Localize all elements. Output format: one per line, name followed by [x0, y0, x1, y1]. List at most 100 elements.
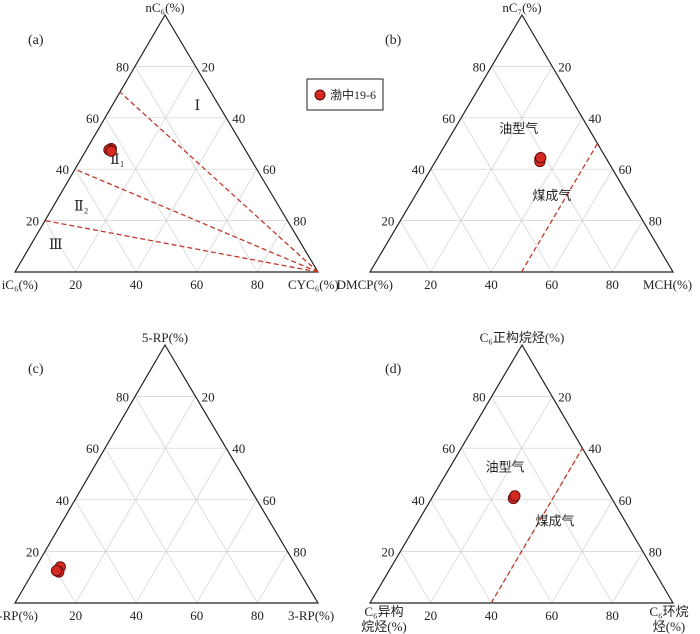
tick-label-left-edge: 60: [442, 111, 455, 126]
tick-label-right-edge: 80: [649, 214, 662, 229]
vertex-label-left: 6-RP(%): [0, 608, 38, 623]
region-label: 油型气: [486, 459, 525, 474]
tick-label-left-edge: 80: [473, 390, 486, 405]
panel-label: (d): [385, 362, 402, 377]
grid-line: [400, 551, 431, 604]
tick-label-bottom-edge: 80: [606, 608, 619, 623]
tick-label-left-edge: 20: [26, 544, 39, 559]
tick-label-left-edge: 40: [56, 493, 69, 508]
ternary-panel-1: 20 20 20 40 40 40 60 60 60 80 80 80 nC₆(%) iC₆(%) CYC₆…: [2, 0, 339, 292]
tick-label-left-edge: 20: [381, 544, 394, 559]
data-point: [509, 490, 521, 502]
panel-label: (b): [385, 33, 402, 48]
region-label: 煤成气: [535, 514, 574, 529]
grid-line: [612, 551, 644, 604]
tick-label-bottom-edge: 20: [69, 608, 82, 623]
ternary-panel-4: 20 20 20 40 40 40 60 60 60 80 80 80 C₆正构烷烃(%) C₆异构烷烃(…: [361, 330, 688, 634]
tick-label-left-edge: 60: [442, 441, 455, 456]
grid-line: [490, 117, 583, 273]
vertex-label-top: nC₆(%): [145, 0, 184, 15]
vertex-label-top: nC₇(%): [502, 0, 541, 15]
tick-label-bottom-edge: 20: [424, 608, 437, 623]
classification-boundary-line: [119, 91, 319, 273]
ternary-panel-2: 20 20 20 40 40 40 60 60 60 80 80 80 nC₇(%) DMCP(%) MCH…: [337, 0, 692, 292]
grid-line: [196, 499, 258, 604]
vertex-label-left: 烷烃(%): [361, 619, 407, 634]
legend-label: 渤中19-6: [330, 87, 376, 102]
grid-line: [551, 499, 613, 604]
grid-line: [460, 117, 553, 273]
vertex-label-right: CYC₆(%): [288, 277, 339, 292]
grid-line: [44, 220, 76, 273]
triangle-frame: [13, 343, 320, 604]
tick-label-right-edge: 40: [588, 441, 601, 456]
classification-boundary-line: [520, 143, 599, 273]
region-label: Ⅲ: [49, 238, 63, 253]
data-point: [105, 145, 117, 157]
tick-label-bottom-edge: 80: [606, 277, 619, 292]
tick-label-right-edge: 20: [558, 390, 571, 405]
grid-line: [74, 169, 137, 273]
grid-line: [400, 220, 431, 273]
tick-label-bottom-edge: 20: [424, 277, 437, 292]
grid-line: [430, 169, 492, 273]
tick-label-bottom-edge: 60: [190, 277, 203, 292]
grid-line: [135, 448, 227, 604]
tick-label-left-edge: 80: [473, 59, 486, 74]
tick-label-right-edge: 60: [619, 493, 632, 508]
tick-label-left-edge: 60: [86, 441, 99, 456]
vertex-label-top: C₆正构烷烃(%): [480, 330, 565, 345]
grid-line: [257, 551, 288, 604]
classification-boundary-line: [74, 168, 319, 273]
tick-label-right-edge: 40: [588, 111, 601, 126]
vertex-label-right: C₆环烷: [649, 604, 688, 619]
region-label: 油型气: [499, 121, 538, 136]
legend-box: 渤中19-6: [306, 78, 384, 111]
tick-label-left-edge: 20: [381, 214, 394, 229]
tick-label-bottom-edge: 60: [545, 608, 558, 623]
region-label: Ⅰ: [195, 99, 201, 114]
tick-label-bottom-edge: 40: [130, 608, 143, 623]
vertex-label-right: MCH(%): [643, 277, 692, 292]
grid-line: [104, 117, 198, 273]
triangle-frame: [13, 13, 320, 273]
tick-label-bottom-edge: 80: [251, 608, 264, 623]
grid-line: [460, 448, 553, 604]
data-point: [50, 565, 63, 577]
triangle-frame: [368, 13, 675, 273]
tick-label-right-edge: 60: [263, 162, 276, 177]
grid-line: [196, 169, 258, 273]
grid-line: [135, 117, 227, 273]
vertex-label-left: DMCP(%): [337, 277, 393, 292]
vertex-label-right: 烃(%): [653, 619, 686, 634]
tick-label-bottom-edge: 80: [251, 277, 264, 292]
tick-label-right-edge: 40: [232, 441, 245, 456]
classification-boundary-line: [44, 219, 319, 273]
grid-line: [551, 169, 613, 273]
tick-label-right-edge: 60: [619, 162, 632, 177]
tick-label-right-edge: 20: [558, 59, 571, 74]
classification-boundary-line: [490, 447, 583, 604]
panel-label: (a): [28, 33, 44, 48]
region-label: 煤成气: [532, 188, 571, 203]
legend-marker: [314, 89, 326, 101]
ternary-panel-3: 20 20 20 40 40 40 60 60 60 80 80 80 5-RP(%) 6-RP(%) 3-…: [0, 330, 334, 623]
data-point: [535, 151, 547, 164]
tick-label-right-edge: 80: [293, 214, 306, 229]
vertex-label-left: iC₆(%): [2, 277, 38, 292]
tick-label-right-edge: 20: [202, 59, 215, 74]
vertex-label-left: C₆异构: [364, 604, 403, 619]
vertex-label-right: 3-RP(%): [288, 608, 334, 623]
tick-label-bottom-edge: 40: [130, 277, 143, 292]
tick-label-left-edge: 40: [412, 493, 425, 508]
tick-label-right-edge: 80: [649, 544, 662, 559]
grid-line: [74, 499, 137, 604]
tick-label-bottom-edge: 60: [545, 277, 558, 292]
tick-label-right-edge: 80: [293, 544, 306, 559]
tick-label-right-edge: 40: [232, 111, 245, 126]
tick-label-left-edge: 40: [412, 162, 425, 177]
tick-label-left-edge: 40: [56, 162, 69, 177]
tick-label-bottom-edge: 60: [190, 608, 203, 623]
tick-label-left-edge: 60: [86, 111, 99, 126]
